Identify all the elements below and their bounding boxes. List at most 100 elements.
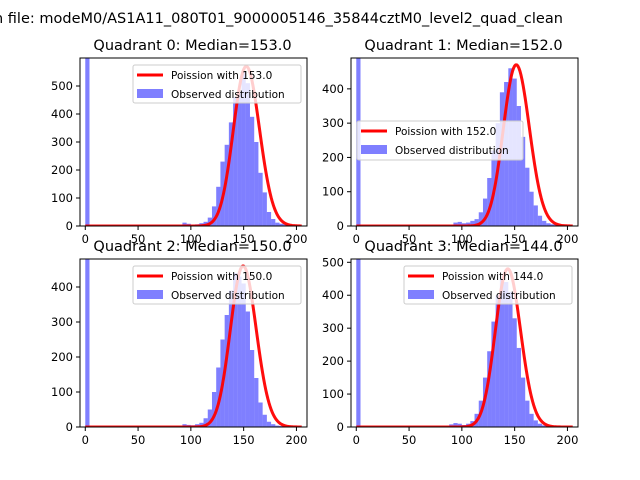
x-tick-label: 0 — [82, 232, 89, 246]
x-tick-label: 150 — [233, 433, 255, 447]
histogram-bar — [356, 259, 361, 427]
histogram-bar — [211, 392, 217, 427]
histogram-bar — [224, 315, 229, 427]
x-tick-label: 50 — [131, 433, 146, 447]
y-tick-label: 0 — [66, 219, 73, 233]
histogram-bar — [211, 206, 217, 226]
histogram-bar — [466, 222, 471, 226]
histogram-bar — [542, 425, 547, 427]
x-tick-label: 200 — [285, 433, 307, 447]
histogram-bar — [245, 311, 250, 427]
subplot-title: Quadrant 2: Median=150.0 — [93, 239, 291, 255]
subplot-quadrant-2: 0 50 100 150 200 0 100 200 300 400 Quadrant 2: Med… — [51, 239, 308, 447]
y-tick-label: 200 — [322, 150, 344, 164]
y-tick-label: 300 — [322, 116, 344, 130]
subplot-title: Quadrant 3: Median=144.0 — [364, 239, 562, 255]
histogram-bar — [542, 220, 547, 226]
legend-label-observed: Observed distribution — [171, 89, 285, 101]
histogram-bar — [237, 91, 242, 226]
histogram-bar — [457, 221, 462, 226]
histogram-bar — [512, 318, 517, 427]
y-tick-label: 400 — [51, 280, 73, 294]
histogram-bar — [182, 222, 187, 226]
histogram-bar — [520, 377, 526, 427]
histogram-bar — [224, 144, 229, 226]
y-tick-label: 100 — [51, 385, 73, 399]
histogram-bar — [233, 273, 238, 427]
axes-frame — [350, 57, 579, 227]
histogram-bar — [85, 259, 90, 427]
y-tick-label: 300 — [322, 321, 344, 335]
legend: Poission with 153.0 Observed distribution — [132, 64, 302, 104]
x-tick-label: 150 — [233, 232, 255, 246]
histogram-bar — [537, 423, 543, 427]
histogram-bar — [207, 409, 212, 427]
histogram-bar — [487, 178, 492, 226]
histogram-bar — [491, 321, 496, 427]
y-tick-label: 200 — [51, 163, 73, 177]
axes-frame — [350, 258, 579, 428]
y-tick-label: 400 — [322, 288, 344, 302]
histogram-bar — [237, 276, 242, 427]
histogram-bar — [258, 402, 263, 427]
x-tick-label: 150 — [504, 232, 526, 246]
histogram-bar — [478, 212, 483, 226]
y-tick-label: 100 — [322, 387, 344, 401]
histogram-bar — [516, 106, 521, 226]
y-tick-label: 300 — [51, 315, 73, 329]
histogram-bar — [474, 219, 479, 226]
x-tick-label: 100 — [451, 232, 473, 246]
legend-label-observed: Observed distribution — [171, 290, 285, 302]
histogram-bar — [279, 425, 284, 427]
histogram-bar — [233, 97, 238, 226]
x-tick-label: 100 — [451, 433, 473, 447]
histogram-bar — [279, 223, 284, 226]
legend-box — [356, 120, 524, 161]
histogram-bar — [216, 186, 221, 226]
x-tick-label: 50 — [402, 232, 417, 246]
histogram-bar — [516, 347, 521, 427]
histogram-bar — [271, 424, 276, 427]
histogram-bar — [457, 423, 462, 427]
legend-label-poisson: Poission with 144.0 — [442, 271, 543, 283]
histogram-bar — [203, 418, 208, 427]
subplot-quadrant-3: 0 50 100 150 200 0 100 200 300 400 500 Quadrant 3: … — [322, 239, 579, 447]
subplot-quadrant-0: 0 50 100 150 200 0 100 200 300 400 500 Quadrant 0: … — [51, 38, 308, 246]
y-tick-label: 300 — [51, 135, 73, 149]
x-tick-label: 200 — [285, 232, 307, 246]
histogram-bar — [520, 136, 526, 226]
histogram-bar — [241, 283, 246, 427]
histogram-bar — [529, 413, 534, 427]
x-tick-label: 200 — [556, 232, 578, 246]
histogram-bar — [508, 291, 513, 427]
histogram-bar — [453, 222, 458, 226]
histogram-bar — [262, 192, 267, 226]
histogram-bar — [453, 423, 458, 427]
plot-area — [84, 58, 303, 226]
subplot-quadrant-1: 0 50 100 150 200 0 100 200 300 400 Quadrant 1: Med… — [322, 38, 579, 246]
y-tick-label: 400 — [322, 82, 344, 96]
histogram-bar — [470, 220, 475, 226]
histogram-bar — [249, 350, 255, 427]
y-tick-label: 200 — [51, 350, 73, 364]
legend-bar-swatch — [137, 290, 163, 299]
histogram-bar — [207, 217, 212, 226]
histogram-bar — [216, 367, 221, 427]
histogram-bar — [275, 425, 280, 427]
y-tick-label: 0 — [337, 420, 344, 434]
histogram-bar — [504, 282, 509, 427]
histogram-bar — [495, 295, 500, 427]
subplot-title: Quadrant 1: Median=152.0 — [364, 38, 562, 54]
legend-bar-swatch — [361, 145, 387, 154]
y-tick-label: 400 — [51, 107, 73, 121]
histogram-bar — [537, 215, 543, 226]
y-tick-label: 0 — [66, 420, 73, 434]
x-tick-label: 150 — [504, 433, 526, 447]
y-tick-label: 500 — [51, 79, 73, 93]
y-tick-label: 100 — [51, 191, 73, 205]
histogram-bar — [525, 167, 530, 226]
histogram-bar — [262, 414, 267, 427]
histogram-bar — [482, 198, 488, 226]
y-tick-label: 0 — [337, 219, 344, 233]
